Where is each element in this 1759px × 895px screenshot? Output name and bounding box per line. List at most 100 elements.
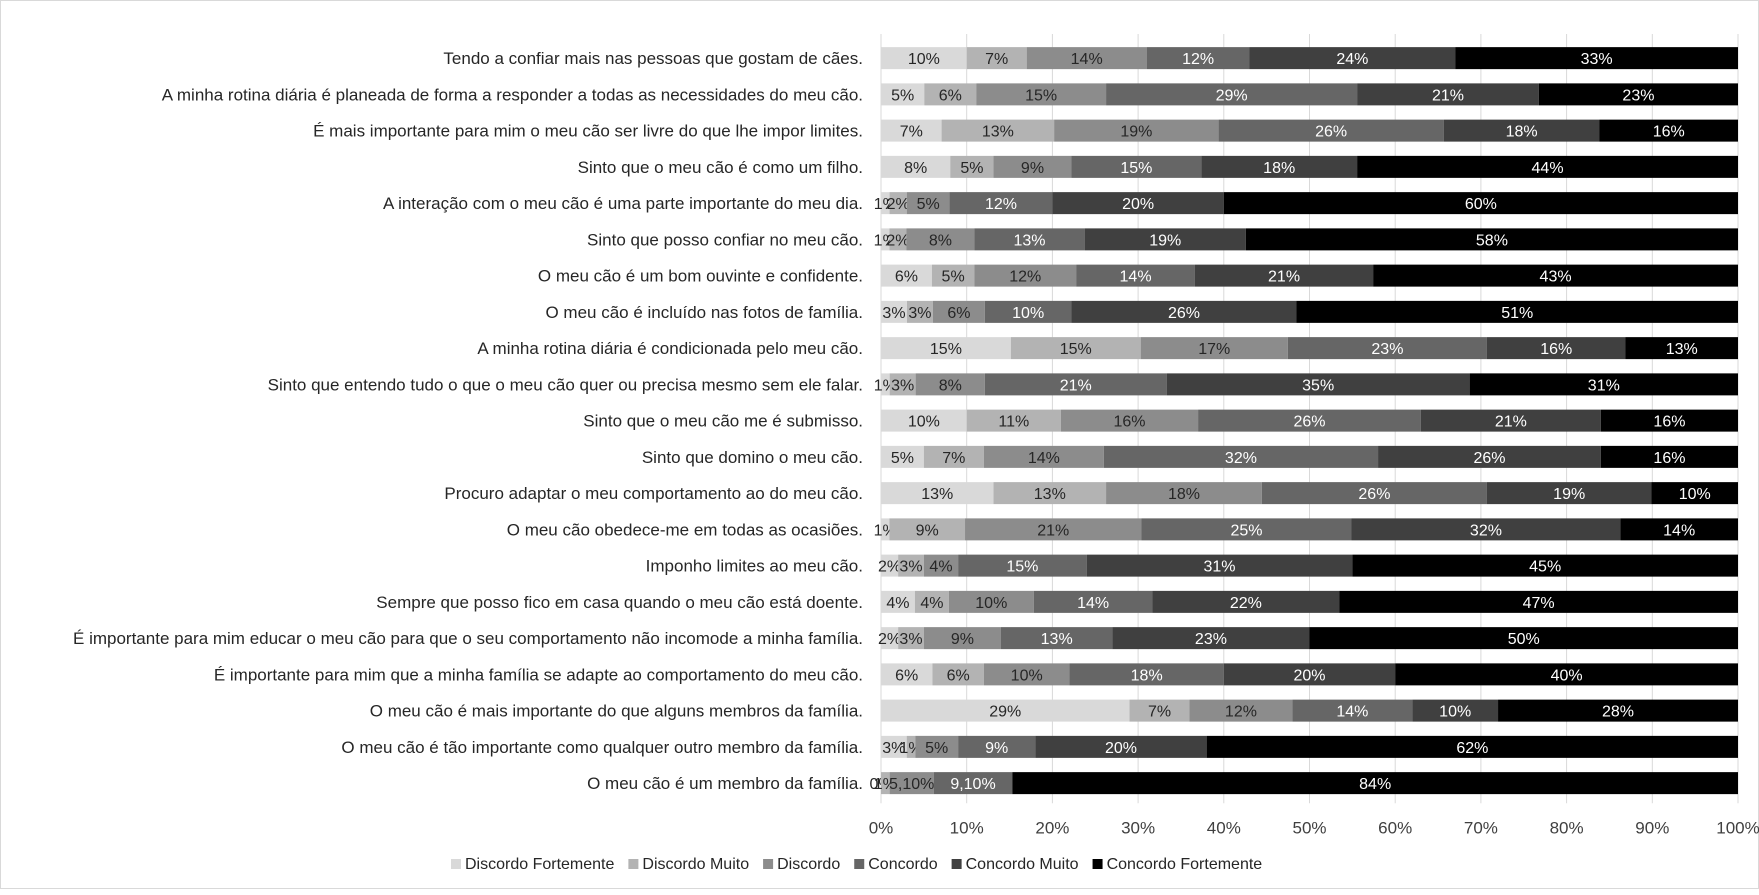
data-label: 6% bbox=[895, 269, 918, 286]
category-label: O meu cão é mais importante do que algun… bbox=[370, 702, 863, 721]
bar-segment bbox=[932, 663, 984, 686]
bar-segment bbox=[1357, 155, 1738, 178]
legend-label: Concordo Fortemente bbox=[1107, 856, 1263, 873]
bar-segment bbox=[915, 735, 959, 758]
x-tick-label: 80% bbox=[1550, 818, 1584, 837]
bar-segment bbox=[881, 627, 899, 650]
category-label: Procuro adaptar o meu comportamento ao d… bbox=[444, 484, 863, 503]
data-label: 33% bbox=[1581, 51, 1613, 68]
x-tick-label: 50% bbox=[1292, 818, 1326, 837]
bar-segment bbox=[949, 192, 1053, 215]
bar-segment bbox=[1198, 409, 1421, 432]
data-label: 22% bbox=[1230, 595, 1262, 612]
legend-item: Discordo bbox=[763, 856, 840, 873]
data-label: 16% bbox=[1540, 341, 1572, 358]
data-label: 5% bbox=[891, 87, 914, 104]
bar-segment bbox=[1060, 409, 1199, 432]
bar-segment bbox=[1651, 482, 1738, 505]
data-label: 16% bbox=[1653, 124, 1685, 141]
bar-segment bbox=[1194, 264, 1374, 287]
data-label: 15% bbox=[1025, 87, 1057, 104]
bar-segment bbox=[881, 337, 1011, 360]
data-label: 60% bbox=[1465, 196, 1497, 213]
bar-segment bbox=[881, 228, 890, 251]
data-label: 13% bbox=[1034, 486, 1066, 503]
bar-segment bbox=[1112, 627, 1310, 650]
data-label: 26% bbox=[1473, 450, 1505, 467]
category-label: Sempre que posso fico em casa quando o m… bbox=[376, 593, 863, 612]
category-label: É importante para mim que a minha famíli… bbox=[214, 665, 863, 684]
bar-segment bbox=[1218, 119, 1444, 142]
data-label: 23% bbox=[1371, 341, 1403, 358]
data-label: 3% bbox=[882, 740, 905, 757]
data-label: 16% bbox=[1653, 414, 1685, 431]
data-label: 10% bbox=[1011, 667, 1043, 684]
data-label: 2% bbox=[887, 196, 910, 213]
bar-segment bbox=[1069, 663, 1224, 686]
bar-segment bbox=[1035, 735, 1207, 758]
data-label: 15% bbox=[930, 341, 962, 358]
data-label: 26% bbox=[1315, 124, 1347, 141]
bar-segment bbox=[1201, 155, 1358, 178]
bar-segment bbox=[1443, 119, 1600, 142]
data-label: 9% bbox=[951, 631, 974, 648]
data-label: 10% bbox=[1439, 704, 1471, 721]
data-label: 50% bbox=[1508, 631, 1540, 648]
bar-segment bbox=[1395, 663, 1738, 686]
legend-label: Concordo bbox=[868, 856, 937, 873]
data-label: 51% bbox=[1501, 305, 1533, 322]
bar-segment bbox=[889, 228, 907, 251]
legend-label: Discordo bbox=[777, 856, 840, 873]
bar-segment bbox=[881, 445, 924, 468]
data-label: 15% bbox=[1060, 341, 1092, 358]
bar-segment bbox=[1455, 47, 1738, 70]
data-label: 26% bbox=[1293, 414, 1325, 431]
data-label: 23% bbox=[1622, 87, 1654, 104]
bar-segment bbox=[889, 772, 934, 795]
bar-segment bbox=[881, 300, 907, 323]
bar-segment bbox=[923, 554, 959, 577]
legend-label: Discordo Muito bbox=[642, 856, 749, 873]
bar-segment bbox=[1296, 300, 1738, 323]
bar-segment bbox=[966, 47, 1027, 70]
bar-segment bbox=[1373, 264, 1738, 287]
bar-segment bbox=[881, 554, 899, 577]
data-label: 2% bbox=[886, 232, 909, 249]
category-label: Sinto que o meu cão é como um filho. bbox=[578, 158, 863, 177]
category-label: Tendo a confiar mais nas pessoas que gos… bbox=[443, 49, 863, 68]
bar-segment bbox=[1486, 337, 1626, 360]
legend-swatch bbox=[763, 859, 774, 869]
category-label: É mais importante para mim o meu cão ser… bbox=[313, 122, 863, 141]
data-label: 13% bbox=[1013, 232, 1045, 249]
data-label: 31% bbox=[1203, 559, 1235, 576]
bar-segment bbox=[1357, 83, 1539, 106]
data-label: 47% bbox=[1523, 595, 1555, 612]
category-label: A interação com o meu cão é uma parte im… bbox=[383, 194, 863, 213]
bar-segment bbox=[1103, 445, 1379, 468]
data-label: 45% bbox=[1529, 559, 1561, 576]
bar-segment bbox=[1420, 409, 1601, 432]
bar-segment bbox=[993, 482, 1107, 505]
bar-segment bbox=[1071, 155, 1202, 178]
data-label: 20% bbox=[1105, 740, 1137, 757]
data-label: 5% bbox=[925, 740, 948, 757]
data-label: 5% bbox=[917, 196, 940, 213]
data-label: 2% bbox=[878, 631, 901, 648]
bar-segment bbox=[1223, 663, 1396, 686]
data-label: 3% bbox=[891, 377, 914, 394]
bar-segment bbox=[889, 373, 916, 396]
bar-segment bbox=[1261, 482, 1487, 505]
data-label: 26% bbox=[1168, 305, 1200, 322]
legend-label: Discordo Fortemente bbox=[465, 856, 614, 873]
legend-swatch bbox=[451, 859, 461, 869]
x-tick-label: 100% bbox=[1716, 818, 1759, 837]
data-label: 6% bbox=[895, 667, 918, 684]
bar-segment bbox=[1351, 518, 1621, 541]
data-label: 5% bbox=[960, 160, 983, 177]
bar-segment bbox=[906, 735, 916, 758]
data-label: 19% bbox=[1553, 486, 1585, 503]
data-label: 4% bbox=[929, 559, 952, 576]
data-label: 3% bbox=[899, 559, 922, 576]
bar-segment bbox=[931, 264, 975, 287]
